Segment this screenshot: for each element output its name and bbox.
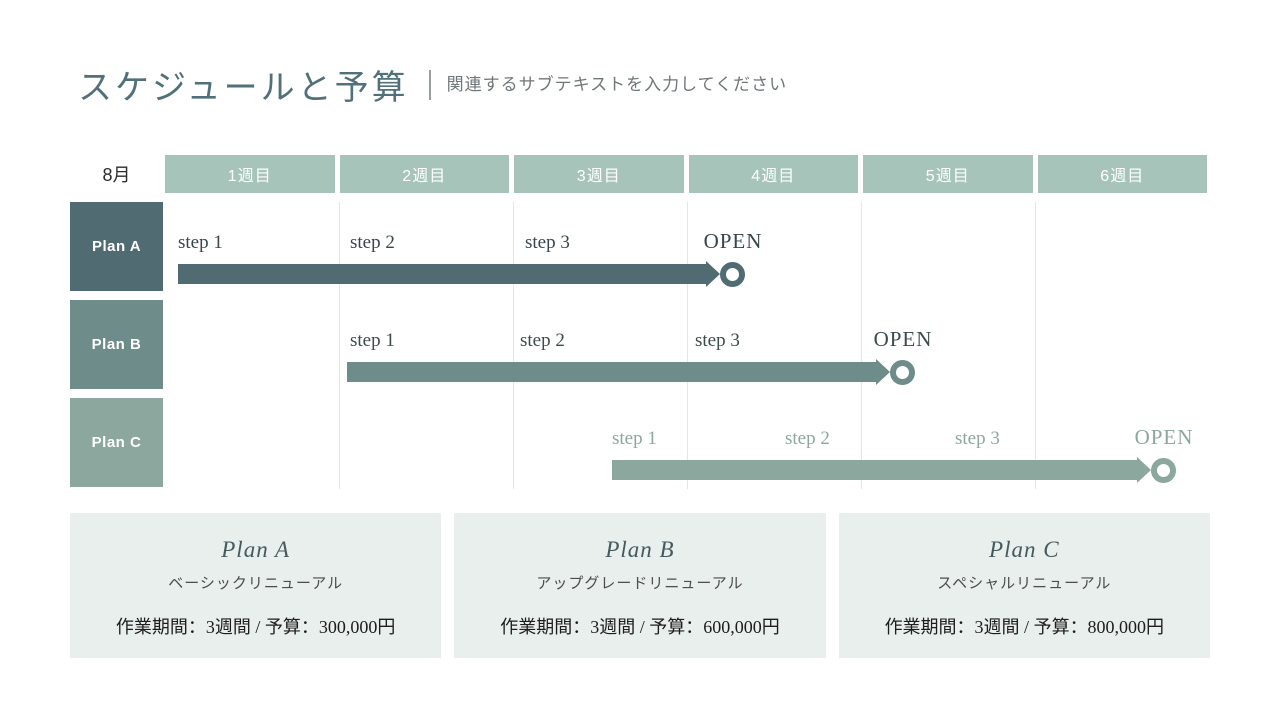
plan-labels-column: Plan A Plan B Plan C	[70, 202, 163, 487]
week-header-cell-1: 1週目	[165, 155, 335, 193]
gantt-bar	[178, 261, 720, 287]
gridline	[339, 202, 340, 489]
plan-card-details: 作業期間：3週間 / 予算：600,000円	[500, 617, 780, 637]
plan-card-title: Plan C	[989, 537, 1060, 562]
plan-row-label-a: Plan A	[70, 202, 163, 291]
gridline	[513, 202, 514, 489]
week-header-cell-2: 2週目	[339, 155, 509, 193]
gridline	[1035, 202, 1036, 489]
week-header-cell-6: 6週目	[1037, 155, 1207, 193]
month-label: 8月	[102, 165, 131, 185]
open-label: OPEN	[1134, 425, 1194, 449]
step-label: step 2	[520, 330, 565, 351]
plan-card-b: Plan B アップグレードリニューアル 作業期間：3週間 / 予算：600,0…	[454, 513, 826, 658]
week-header-cell-5: 5週目	[863, 155, 1033, 193]
plan-card-a: Plan A ベーシックリニューアル 作業期間：3週間 / 予算：300,000…	[70, 513, 442, 658]
slide-header: スケジュールと予算 関連するサブテキストを入力してください	[78, 60, 787, 109]
plan-row-label-c: Plan C	[70, 398, 163, 487]
plan-card-subtitle: アップグレードリニューアル	[536, 575, 744, 592]
step-label: step 3	[525, 232, 570, 253]
step-label: step 3	[955, 428, 1000, 449]
plan-card-subtitle: ベーシックリニューアル	[168, 575, 344, 592]
milestone-ring-icon	[720, 262, 745, 287]
plan-card-subtitle: スペシャルリニューアル	[937, 575, 1112, 592]
step-label: step 2	[785, 428, 830, 449]
step-label: step 1	[612, 428, 657, 449]
plan-row-label-b: Plan B	[70, 300, 163, 389]
gantt-bar	[347, 359, 890, 385]
plan-cards-row: Plan A ベーシックリニューアル 作業期間：3週間 / 予算：300,000…	[70, 513, 1210, 658]
gantt-chart: step 1 step 2 step 3 OPEN step 1 step 2 …	[163, 202, 1210, 489]
plan-card-c: Plan C スペシャルリニューアル 作業期間：3週間 / 予算：800,000…	[838, 513, 1210, 658]
gantt-bar	[612, 457, 1151, 483]
plan-card-details: 作業期間：3週間 / 予算：300,000円	[115, 617, 396, 637]
plan-card-details: 作業期間：3週間 / 予算：800,000円	[884, 617, 1165, 637]
plan-card-title: Plan B	[605, 537, 675, 562]
page-subtitle: 関連するサブテキストを入力してください	[428, 69, 787, 100]
step-label: step 2	[350, 232, 395, 253]
week-header-row: 1週目 2週目 3週目 4週目 5週目 6週目	[165, 155, 1207, 193]
step-label: step 1	[178, 232, 223, 253]
step-label: step 3	[695, 330, 740, 351]
page-title: スケジュールと予算	[78, 70, 409, 107]
open-label: OPEN	[703, 229, 763, 253]
week-header-cell-4: 4週目	[688, 155, 858, 193]
gridline	[861, 202, 862, 489]
gantt-row-plan-a: step 1 step 2 step 3 OPEN	[163, 202, 1210, 291]
gantt-row-plan-b: step 1 step 2 step 3 OPEN	[163, 300, 1210, 389]
plan-card-title: Plan A	[221, 537, 291, 562]
gantt-row-plan-c: step 1 step 2 step 3 OPEN	[163, 398, 1210, 487]
week-header-cell-3: 3週目	[514, 155, 684, 193]
open-label: OPEN	[873, 327, 933, 351]
milestone-ring-icon	[1151, 458, 1176, 483]
step-label: step 1	[350, 330, 395, 351]
milestone-ring-icon	[890, 360, 915, 385]
gridline	[687, 202, 688, 489]
